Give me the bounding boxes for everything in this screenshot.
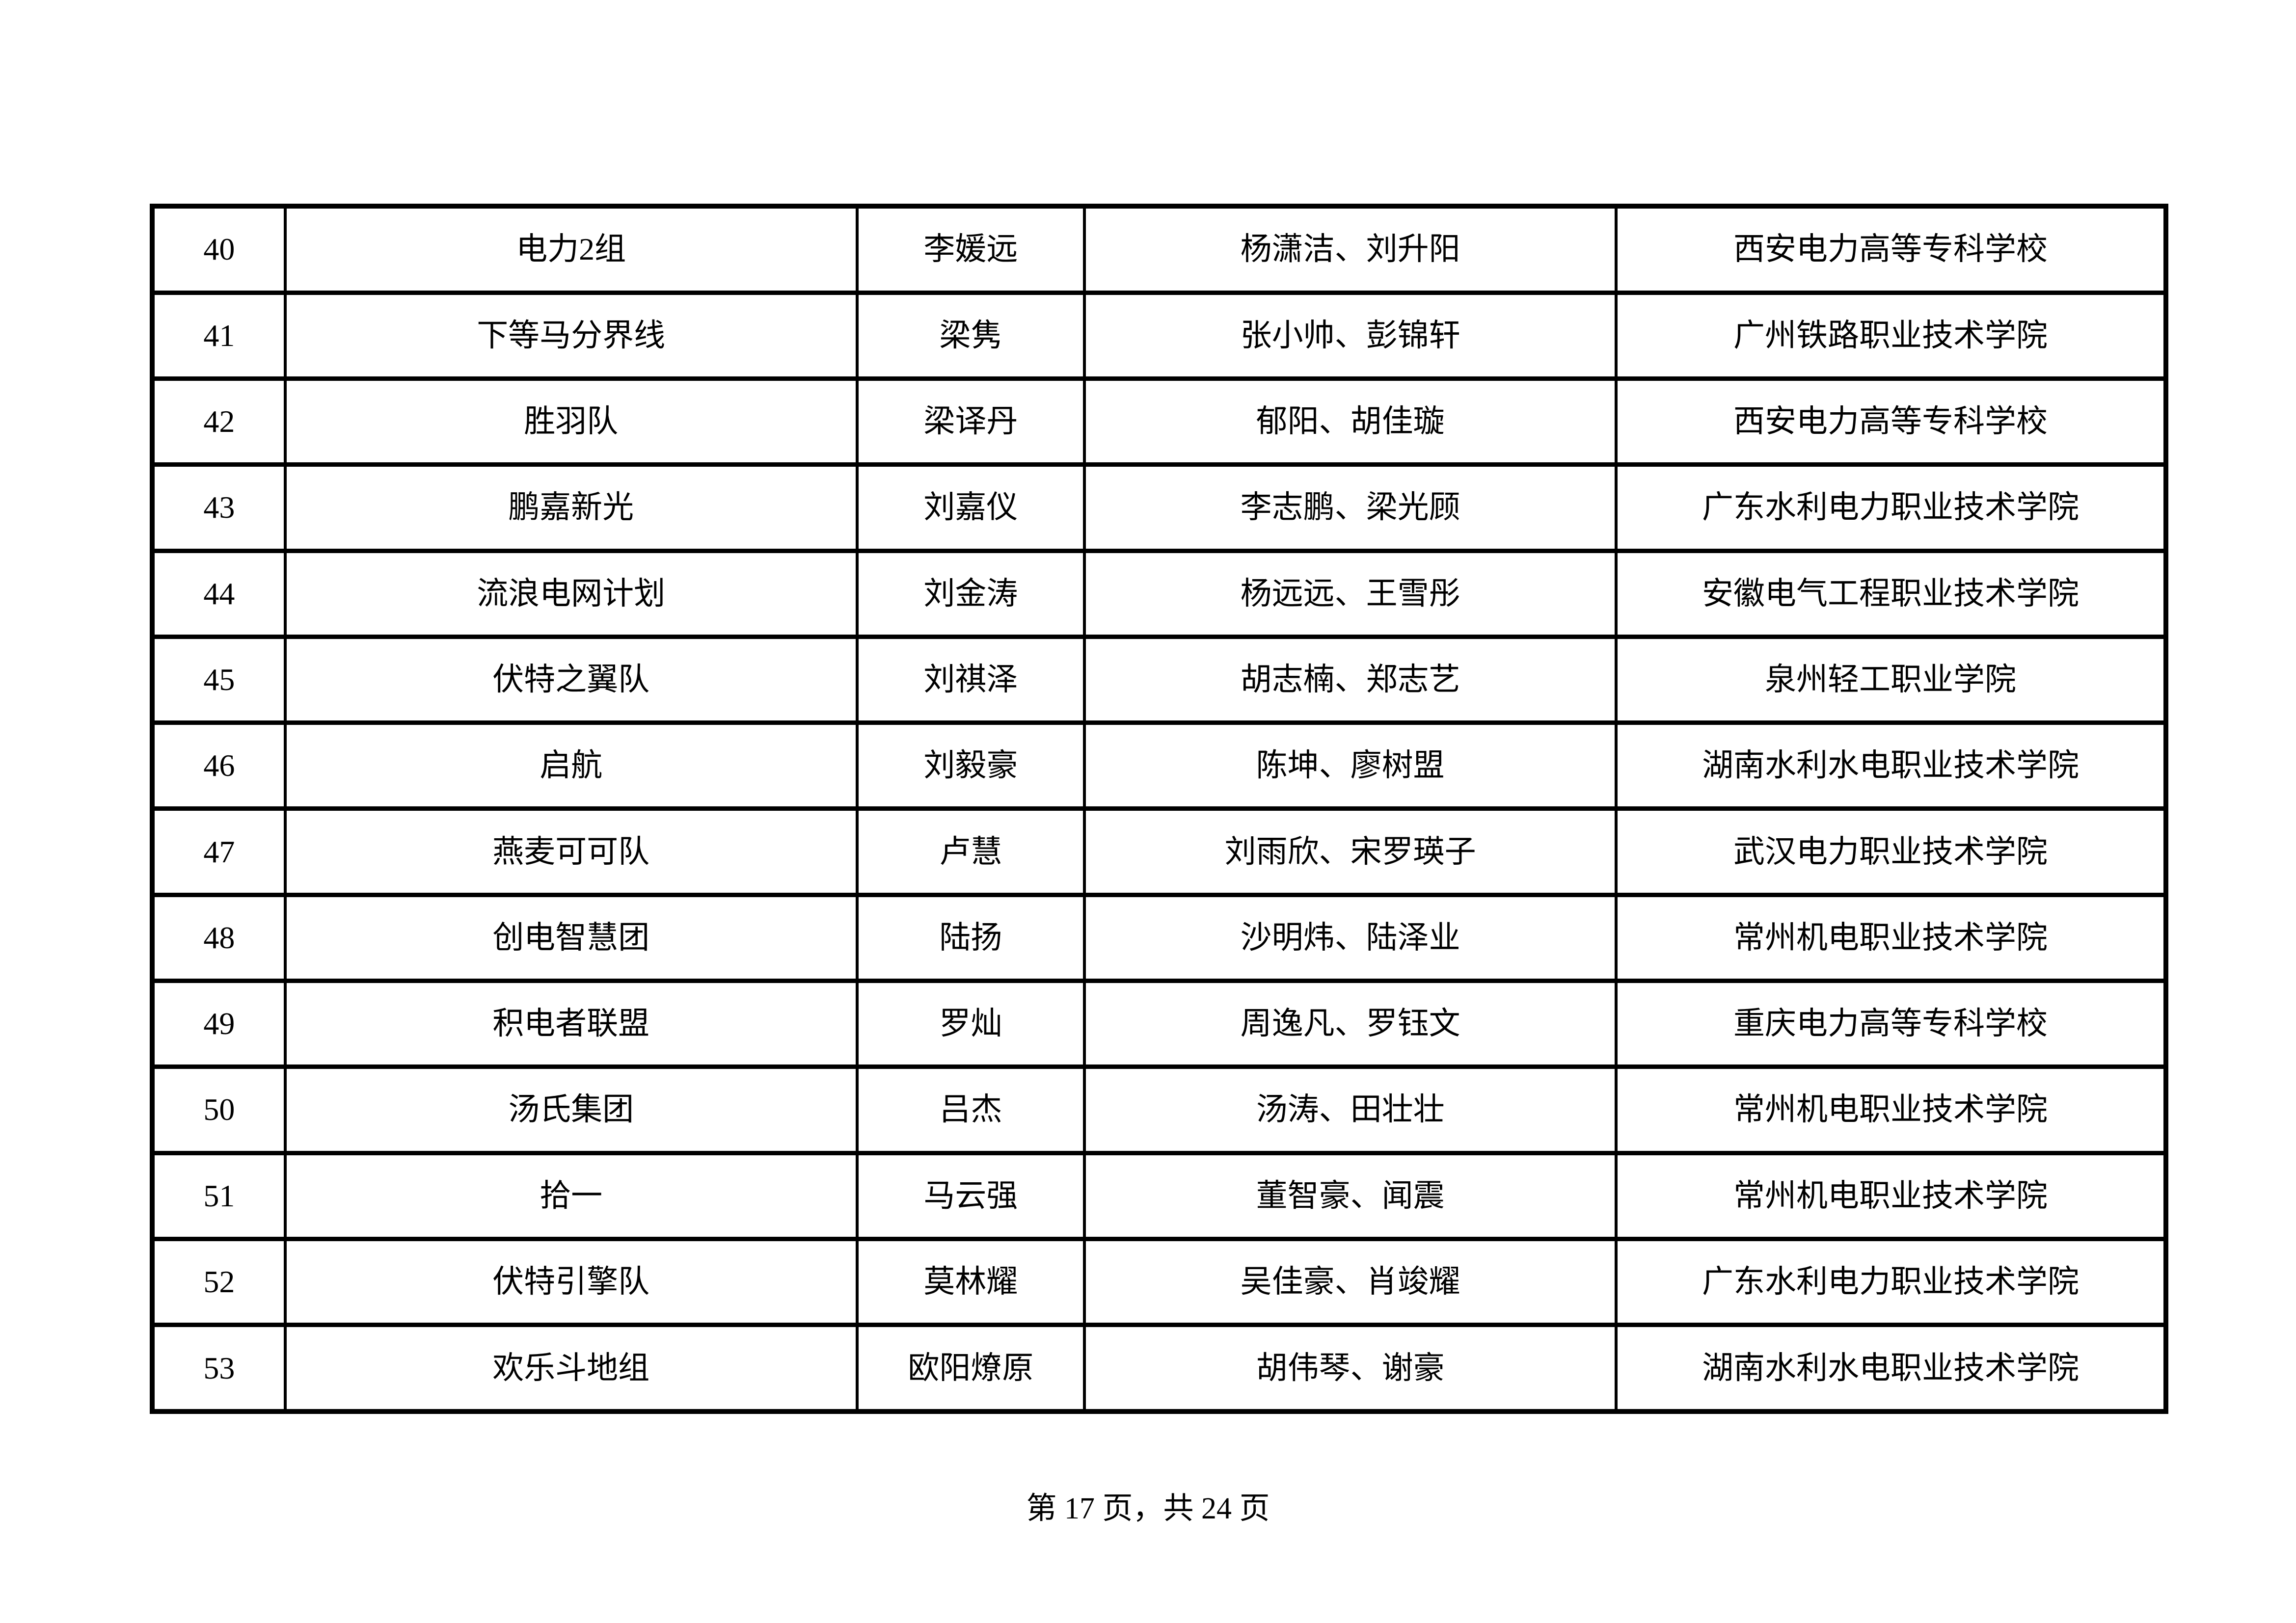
team-number-cell: 46: [151, 720, 287, 811]
team-name-cell: 汤氏集团: [283, 1064, 859, 1155]
table-row: 51 拾一 马云强 董智豪、闻震 常州机电职业技术学院: [151, 1150, 2167, 1241]
team-number-cell: 42: [151, 376, 287, 467]
school-cell: 湖南水利水电职业技术学院: [1615, 720, 2167, 811]
leader-cell: 梁译丹: [855, 376, 1086, 467]
team-name-cell: 胜羽队: [283, 376, 859, 467]
team-number-cell: 48: [151, 892, 287, 984]
leader-cell: 梁隽: [855, 290, 1086, 381]
leader-cell: 莫林耀: [855, 1236, 1086, 1328]
table-row: 42 胜羽队 梁译丹 郁阳、胡佳璇 西安电力高等专科学校: [151, 376, 2167, 467]
members-cell: 杨远远、王雪彤: [1083, 548, 1618, 639]
leader-cell: 陆扬: [855, 892, 1086, 984]
school-cell: 常州机电职业技术学院: [1615, 892, 2167, 984]
team-number-cell: 49: [151, 979, 287, 1069]
members-cell: 沙明炜、陆泽业: [1083, 892, 1618, 984]
team-number-cell: 47: [151, 806, 287, 897]
table-row: 40 电力2组 李媛远 杨潇洁、刘升阳 西安电力高等专科学校: [151, 204, 2167, 295]
team-number-cell: 44: [151, 548, 287, 639]
team-number-cell: 43: [151, 462, 287, 553]
team-name-cell: 欢乐斗地组: [283, 1323, 859, 1414]
members-cell: 杨潇洁、刘升阳: [1083, 204, 1618, 295]
leader-cell: 马云强: [855, 1150, 1086, 1241]
team-number-cell: 50: [151, 1064, 287, 1155]
school-cell: 武汉电力职业技术学院: [1615, 806, 2167, 897]
team-name-cell: 伏特引擎队: [283, 1236, 859, 1328]
team-name-cell: 拾一: [283, 1150, 859, 1241]
leader-cell: 欧阳燎原: [855, 1323, 1086, 1414]
school-cell: 湖南水利水电职业技术学院: [1615, 1323, 2167, 1414]
team-number-cell: 40: [151, 204, 287, 295]
school-cell: 重庆电力高等专科学校: [1615, 979, 2167, 1069]
members-cell: 董智豪、闻震: [1083, 1150, 1618, 1241]
school-cell: 西安电力高等专科学校: [1615, 376, 2167, 467]
leader-cell: 吕杰: [855, 1064, 1086, 1155]
school-cell: 广东水利电力职业技术学院: [1615, 462, 2167, 553]
table-row: 44 流浪电网计划 刘金涛 杨远远、王雪彤 安徽电气工程职业技术学院: [151, 548, 2167, 639]
team-number-cell: 45: [151, 634, 287, 725]
leader-cell: 刘祺泽: [855, 634, 1086, 725]
members-cell: 李志鹏、梁光顾: [1083, 462, 1618, 553]
team-name-cell: 流浪电网计划: [283, 548, 859, 639]
leader-cell: 李媛远: [855, 204, 1086, 295]
roster-table: 40 电力2组 李媛远 杨潇洁、刘升阳 西安电力高等专科学校 41 下等马分界线…: [150, 204, 2168, 1414]
members-cell: 刘雨欣、宋罗瑛子: [1083, 806, 1618, 897]
members-cell: 胡志楠、郑志艺: [1083, 634, 1618, 725]
school-cell: 广东水利电力职业技术学院: [1615, 1236, 2167, 1328]
school-cell: 安徽电气工程职业技术学院: [1615, 548, 2167, 639]
team-name-cell: 燕麦可可队: [283, 806, 859, 897]
team-name-cell: 启航: [283, 720, 859, 811]
school-cell: 常州机电职业技术学院: [1615, 1150, 2167, 1241]
members-cell: 张小帅、彭锦轩: [1083, 290, 1618, 381]
school-cell: 西安电力高等专科学校: [1615, 204, 2167, 295]
leader-cell: 刘金涛: [855, 548, 1086, 639]
team-name-cell: 下等马分界线: [283, 290, 859, 381]
table-row: 45 伏特之翼队 刘祺泽 胡志楠、郑志艺 泉州轻工职业学院: [151, 634, 2167, 725]
members-cell: 郁阳、胡佳璇: [1083, 376, 1618, 467]
leader-cell: 刘嘉仪: [855, 462, 1086, 553]
team-name-cell: 鹏嘉新光: [283, 462, 859, 553]
leader-cell: 刘毅豪: [855, 720, 1086, 811]
school-cell: 常州机电职业技术学院: [1615, 1064, 2167, 1155]
team-name-cell: 电力2组: [283, 204, 859, 295]
table-row: 48 创电智慧团 陆扬 沙明炜、陆泽业 常州机电职业技术学院: [151, 892, 2167, 984]
table-row: 52 伏特引擎队 莫林耀 吴佳豪、肖竣耀 广东水利电力职业技术学院: [151, 1236, 2167, 1328]
members-cell: 汤涛、田壮壮: [1083, 1064, 1618, 1155]
team-number-cell: 51: [151, 1150, 287, 1241]
team-name-cell: 创电智慧团: [283, 892, 859, 984]
school-cell: 泉州轻工职业学院: [1615, 634, 2167, 725]
team-name-cell: 伏特之翼队: [283, 634, 859, 725]
members-cell: 吴佳豪、肖竣耀: [1083, 1236, 1618, 1328]
team-number-cell: 52: [151, 1236, 287, 1328]
table-row: 49 积电者联盟 罗灿 周逸凡、罗钰文 重庆电力高等专科学校: [151, 979, 2167, 1069]
table-row: 47 燕麦可可队 卢慧 刘雨欣、宋罗瑛子 武汉电力职业技术学院: [151, 806, 2167, 897]
team-number-cell: 41: [151, 290, 287, 381]
table-row: 50 汤氏集团 吕杰 汤涛、田壮壮 常州机电职业技术学院: [151, 1064, 2167, 1155]
table-row: 46 启航 刘毅豪 陈坤、廖树盟 湖南水利水电职业技术学院: [151, 720, 2167, 811]
team-name-cell: 积电者联盟: [283, 979, 859, 1069]
school-cell: 广州铁路职业技术学院: [1615, 290, 2167, 381]
table-row: 41 下等马分界线 梁隽 张小帅、彭锦轩 广州铁路职业技术学院: [151, 290, 2167, 381]
page-number-footer: 第 17 页，共 24 页: [1026, 1492, 1270, 1525]
members-cell: 胡伟琴、谢豪: [1083, 1323, 1618, 1414]
leader-cell: 卢慧: [855, 806, 1086, 897]
table-row: 53 欢乐斗地组 欧阳燎原 胡伟琴、谢豪 湖南水利水电职业技术学院: [151, 1323, 2167, 1414]
leader-cell: 罗灿: [855, 979, 1086, 1069]
members-cell: 陈坤、廖树盟: [1083, 720, 1618, 811]
members-cell: 周逸凡、罗钰文: [1083, 979, 1618, 1069]
team-number-cell: 53: [151, 1323, 287, 1414]
table-row: 43 鹏嘉新光 刘嘉仪 李志鹏、梁光顾 广东水利电力职业技术学院: [151, 462, 2167, 553]
